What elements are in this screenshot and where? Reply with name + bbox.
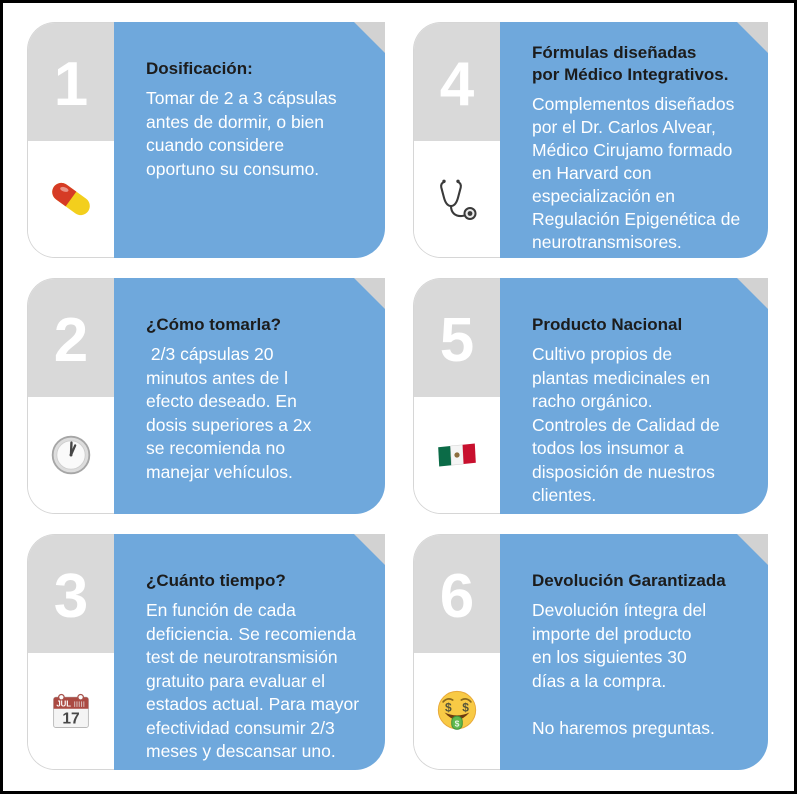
card-title-4: Fórmulas diseñadas por Médico Integrativ…: [532, 43, 729, 85]
content-panel-3: ¿Cuánto tiempo? En función de cada defic…: [114, 534, 385, 770]
card-title-1: Dosificación:: [146, 59, 253, 78]
number-area-6: 6: [414, 535, 500, 653]
clock-icon: [49, 433, 93, 477]
icon-area-3: JUL 17: [28, 653, 114, 769]
calendar-icon: JUL 17: [49, 689, 93, 733]
stethoscope-icon: [433, 175, 481, 223]
content-panel-5: Producto Nacional Cultivo propios de pla…: [500, 278, 768, 514]
content-panel-1: Dosificación: Tomar de 2 a 3 cápsulas an…: [114, 22, 385, 258]
card-3: 3: [27, 534, 385, 770]
number-area-1: 1: [28, 23, 114, 141]
card-body-5: Cultivo propios de plantas medicinales e…: [532, 344, 720, 506]
fold-corner-icon: [737, 534, 768, 565]
number-tab-4: 4: [413, 22, 500, 258]
card-title-6: Devolución Garantizada: [532, 571, 726, 590]
number-area-5: 5: [414, 279, 500, 397]
number-area-4: 4: [414, 23, 500, 141]
calendar-month-label: JUL: [56, 699, 71, 708]
number-tab-1: 1: [27, 22, 114, 258]
money-eye-symbol: $: [462, 700, 469, 714]
fold-corner-icon: [354, 534, 385, 565]
icon-area-2: [28, 397, 114, 513]
content-panel-6: Devolución Garantizada Devolución íntegr…: [500, 534, 768, 770]
number-tab-6: 6 $ $ $: [413, 534, 500, 770]
card-number-2: 2: [53, 306, 89, 375]
icon-area-4: [414, 141, 500, 257]
number-tab-5: 5: [413, 278, 500, 514]
card-body-2: 2/3 cápsulas 20 minutos antes de l efect…: [146, 344, 312, 482]
card-title-5: Producto Nacional: [532, 315, 683, 334]
card-body-6: Devolución íntegra del importe del produ…: [532, 600, 715, 738]
card-4: 4: [413, 22, 768, 258]
number-area-3: 3: [28, 535, 114, 653]
card-number-4: 4: [439, 50, 475, 119]
card-title-3: ¿Cuánto tiempo?: [146, 571, 286, 590]
icon-area-1: [28, 141, 114, 257]
card-body-4: Complementos diseñados por el Dr. Carlos…: [532, 94, 741, 253]
card-title-2: ¿Cómo tomarla?: [146, 315, 282, 334]
card-1: 1 Dosificació: [27, 22, 385, 258]
number-area-2: 2: [28, 279, 114, 397]
money-eye-symbol: $: [445, 700, 452, 714]
pill-icon: [48, 176, 94, 222]
fold-corner-icon: [354, 22, 385, 53]
content-panel-4: Fórmulas diseñadas por Médico Integrativ…: [500, 22, 768, 258]
fold-corner-icon: [354, 278, 385, 309]
number-tab-3: 3: [27, 534, 114, 770]
mexico-flag-icon: [436, 440, 478, 470]
calendar-day-label: 17: [62, 710, 79, 727]
card-5: 5: [413, 278, 768, 514]
icon-area-6: $ $ $: [414, 653, 500, 769]
number-tab-2: 2: [27, 278, 114, 514]
card-number-5: 5: [439, 306, 475, 375]
fold-corner-icon: [737, 278, 768, 309]
content-panel-2: ¿Cómo tomarla? 2/3 cápsulas 20 minutos a…: [114, 278, 385, 514]
cards-grid: 1 Dosificació: [3, 3, 794, 770]
card-body-1: Tomar de 2 a 3 cápsulas antes de dormir,…: [146, 88, 337, 179]
icon-area-5: [414, 397, 500, 513]
card-2: 2 ¿Cómo tomarla?: [27, 278, 385, 514]
card-number-3: 3: [53, 562, 89, 631]
card-number-1: 1: [53, 50, 89, 119]
card-body-3: En función de cada deficiencia. Se recom…: [146, 600, 360, 762]
money-tongue-symbol: $: [455, 718, 460, 728]
card-number-6: 6: [439, 562, 475, 631]
money-face-icon: $ $ $: [434, 688, 480, 734]
card-6: 6 $ $ $: [413, 534, 768, 770]
